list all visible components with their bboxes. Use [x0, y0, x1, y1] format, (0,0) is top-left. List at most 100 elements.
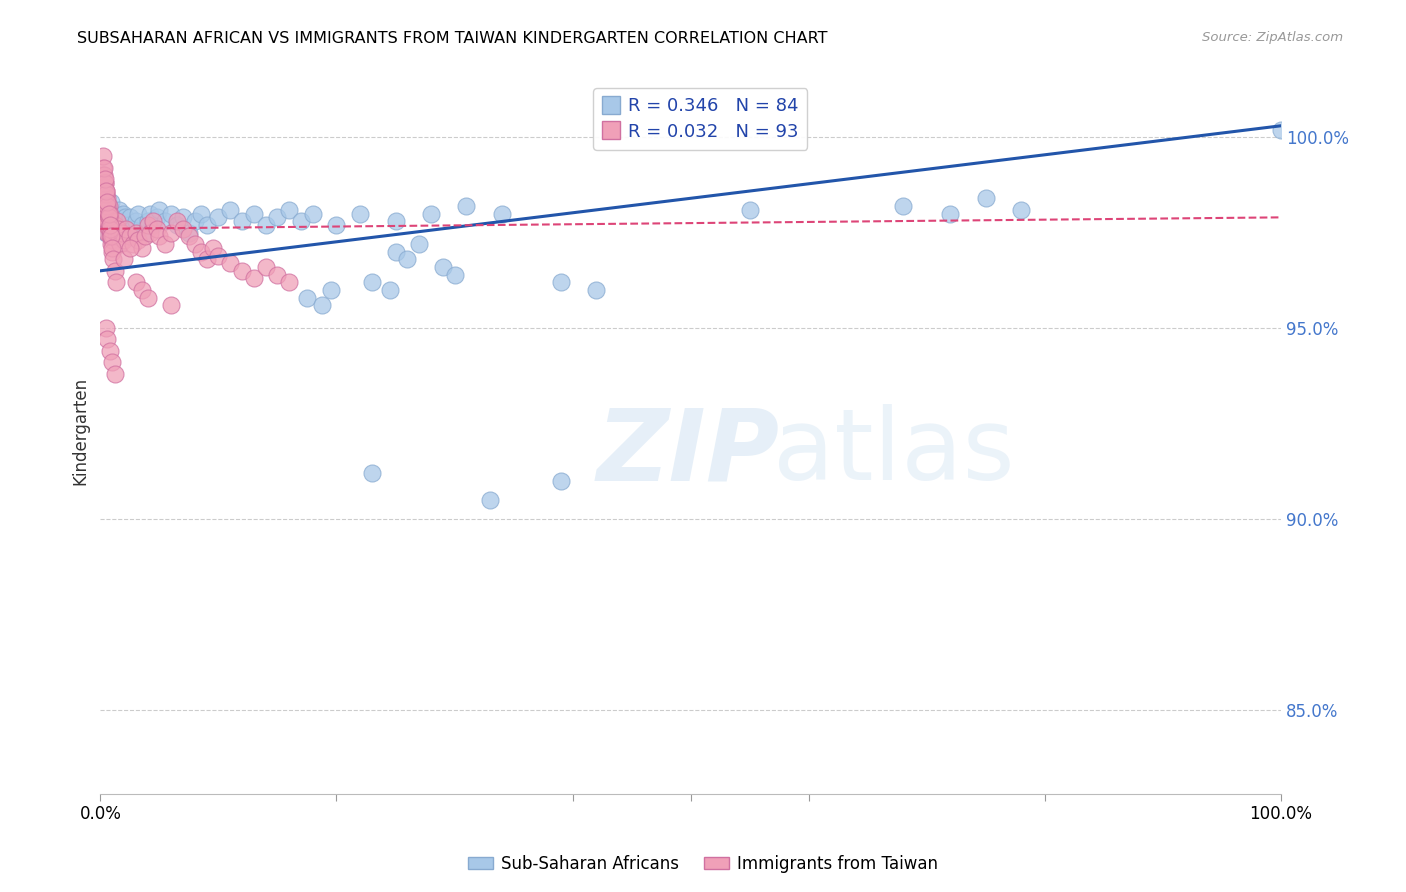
Point	[136, 218, 159, 232]
Point	[1010, 202, 1032, 217]
Point	[90, 184, 112, 198]
Point	[419, 206, 441, 220]
Text: Source: ZipAtlas.com: Source: ZipAtlas.com	[1202, 31, 1343, 45]
Point	[96, 195, 118, 210]
Point	[166, 214, 188, 228]
Point	[96, 199, 118, 213]
Point	[349, 206, 371, 220]
Point	[201, 241, 224, 255]
Point	[94, 199, 117, 213]
Point	[190, 206, 212, 220]
Point	[108, 202, 131, 217]
Point	[112, 252, 135, 267]
Point	[384, 244, 406, 259]
Point	[98, 222, 121, 236]
Point	[112, 233, 135, 247]
Point	[195, 218, 218, 232]
Point	[96, 206, 118, 220]
Point	[100, 214, 122, 228]
Point	[139, 226, 162, 240]
Point	[93, 202, 115, 217]
Point	[160, 298, 183, 312]
Point	[121, 222, 143, 236]
Point	[107, 222, 129, 236]
Point	[311, 298, 333, 312]
Point	[118, 218, 141, 232]
Point	[96, 206, 118, 220]
Point	[118, 229, 141, 244]
Point	[432, 260, 454, 274]
Point	[118, 211, 141, 225]
Point	[96, 333, 118, 347]
Point	[891, 199, 914, 213]
Point	[231, 214, 253, 228]
Point	[243, 206, 266, 220]
Y-axis label: Kindergarten: Kindergarten	[72, 377, 89, 485]
Point	[378, 283, 401, 297]
Point	[96, 202, 118, 217]
Point	[325, 218, 347, 232]
Point	[94, 172, 117, 186]
Point	[110, 214, 132, 228]
Point	[96, 214, 118, 228]
Point	[1270, 122, 1292, 136]
Point	[456, 199, 478, 213]
Point	[93, 191, 115, 205]
Point	[105, 214, 128, 228]
Point	[91, 161, 114, 175]
Point	[94, 176, 117, 190]
Point	[160, 226, 183, 240]
Legend: R = 0.346   N = 84, R = 0.032   N = 93: R = 0.346 N = 84, R = 0.032 N = 93	[593, 88, 807, 150]
Point	[96, 226, 118, 240]
Point	[207, 211, 229, 225]
Point	[177, 229, 200, 244]
Point	[184, 237, 207, 252]
Point	[111, 206, 134, 220]
Point	[101, 241, 124, 255]
Point	[190, 244, 212, 259]
Point	[172, 211, 194, 225]
Point	[97, 211, 120, 225]
Point	[361, 275, 384, 289]
Point	[100, 226, 122, 240]
Point	[146, 211, 169, 225]
Point	[127, 206, 149, 220]
Point	[96, 191, 118, 205]
Point	[96, 226, 118, 240]
Point	[98, 218, 121, 232]
Point	[177, 226, 200, 240]
Point	[98, 206, 121, 220]
Point	[146, 222, 169, 236]
Point	[195, 252, 218, 267]
Point	[96, 214, 118, 228]
Point	[184, 214, 207, 228]
Point	[939, 206, 962, 220]
Point	[550, 275, 572, 289]
Point	[100, 229, 122, 244]
Point	[101, 222, 124, 236]
Point	[115, 222, 138, 236]
Point	[108, 229, 131, 244]
Point	[122, 237, 145, 252]
Point	[93, 161, 115, 175]
Point	[160, 206, 183, 220]
Point	[101, 222, 124, 236]
Point	[396, 252, 419, 267]
Point	[101, 206, 124, 220]
Point	[97, 222, 120, 236]
Point	[103, 218, 125, 232]
Text: ZIP: ZIP	[596, 404, 779, 501]
Point	[974, 191, 997, 205]
Point	[94, 195, 117, 210]
Legend: Sub-Saharan Africans, Immigrants from Taiwan: Sub-Saharan Africans, Immigrants from Ta…	[461, 848, 945, 880]
Point	[134, 229, 156, 244]
Point	[103, 252, 125, 267]
Point	[148, 202, 170, 217]
Point	[172, 222, 194, 236]
Point	[302, 206, 325, 220]
Point	[115, 226, 138, 240]
Point	[96, 218, 118, 232]
Point	[114, 211, 136, 225]
Point	[98, 343, 121, 358]
Point	[104, 275, 127, 289]
